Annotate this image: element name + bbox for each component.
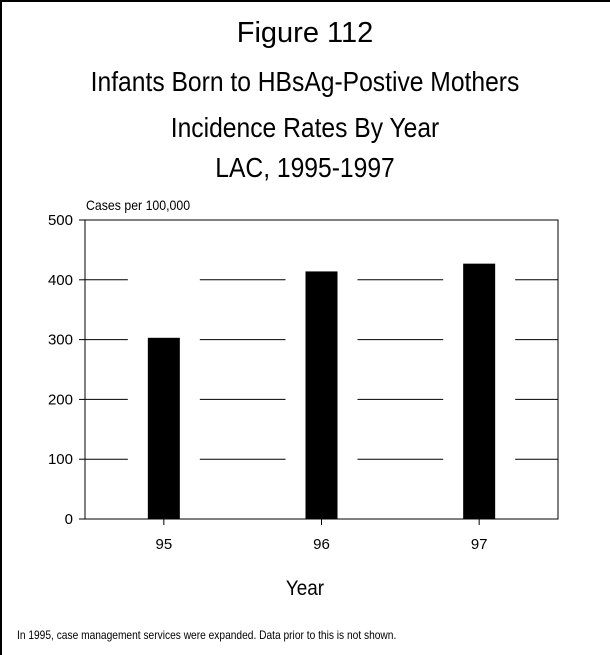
- y-tick-label: 500: [48, 212, 73, 229]
- chart-subtitle-2: LAC, 1995-1997: [215, 152, 395, 183]
- bar-95: [147, 337, 180, 519]
- chart-subtitle-1: Incidence Rates By Year: [170, 112, 440, 143]
- y-tick-label: 400: [48, 272, 73, 289]
- chart-title: Infants Born to HBsAg-Postive Mothers: [90, 66, 520, 97]
- gridlines: [85, 279, 558, 460]
- bar-97: [463, 263, 496, 519]
- x-tick-label: 97: [471, 536, 488, 553]
- x-axis-ticks: 95 96 97: [155, 519, 488, 553]
- bars: [147, 263, 496, 519]
- y-tick-label: 100: [48, 451, 73, 468]
- y-tick-label: 0: [65, 511, 73, 528]
- footnote: In 1995, case management services were e…: [17, 628, 397, 642]
- y-axis-label: Cases per 100,000: [86, 197, 191, 213]
- x-tick-label: 95: [155, 536, 172, 553]
- y-tick-label: 200: [48, 391, 73, 408]
- y-axis-ticks: 0 100 200 300 400 500: [48, 212, 85, 528]
- figure-number: Figure 112: [236, 17, 374, 49]
- bar-96: [305, 271, 338, 519]
- x-axis-label: Year: [285, 577, 325, 600]
- y-tick-label: 300: [48, 332, 73, 349]
- x-tick-label: 96: [313, 536, 330, 553]
